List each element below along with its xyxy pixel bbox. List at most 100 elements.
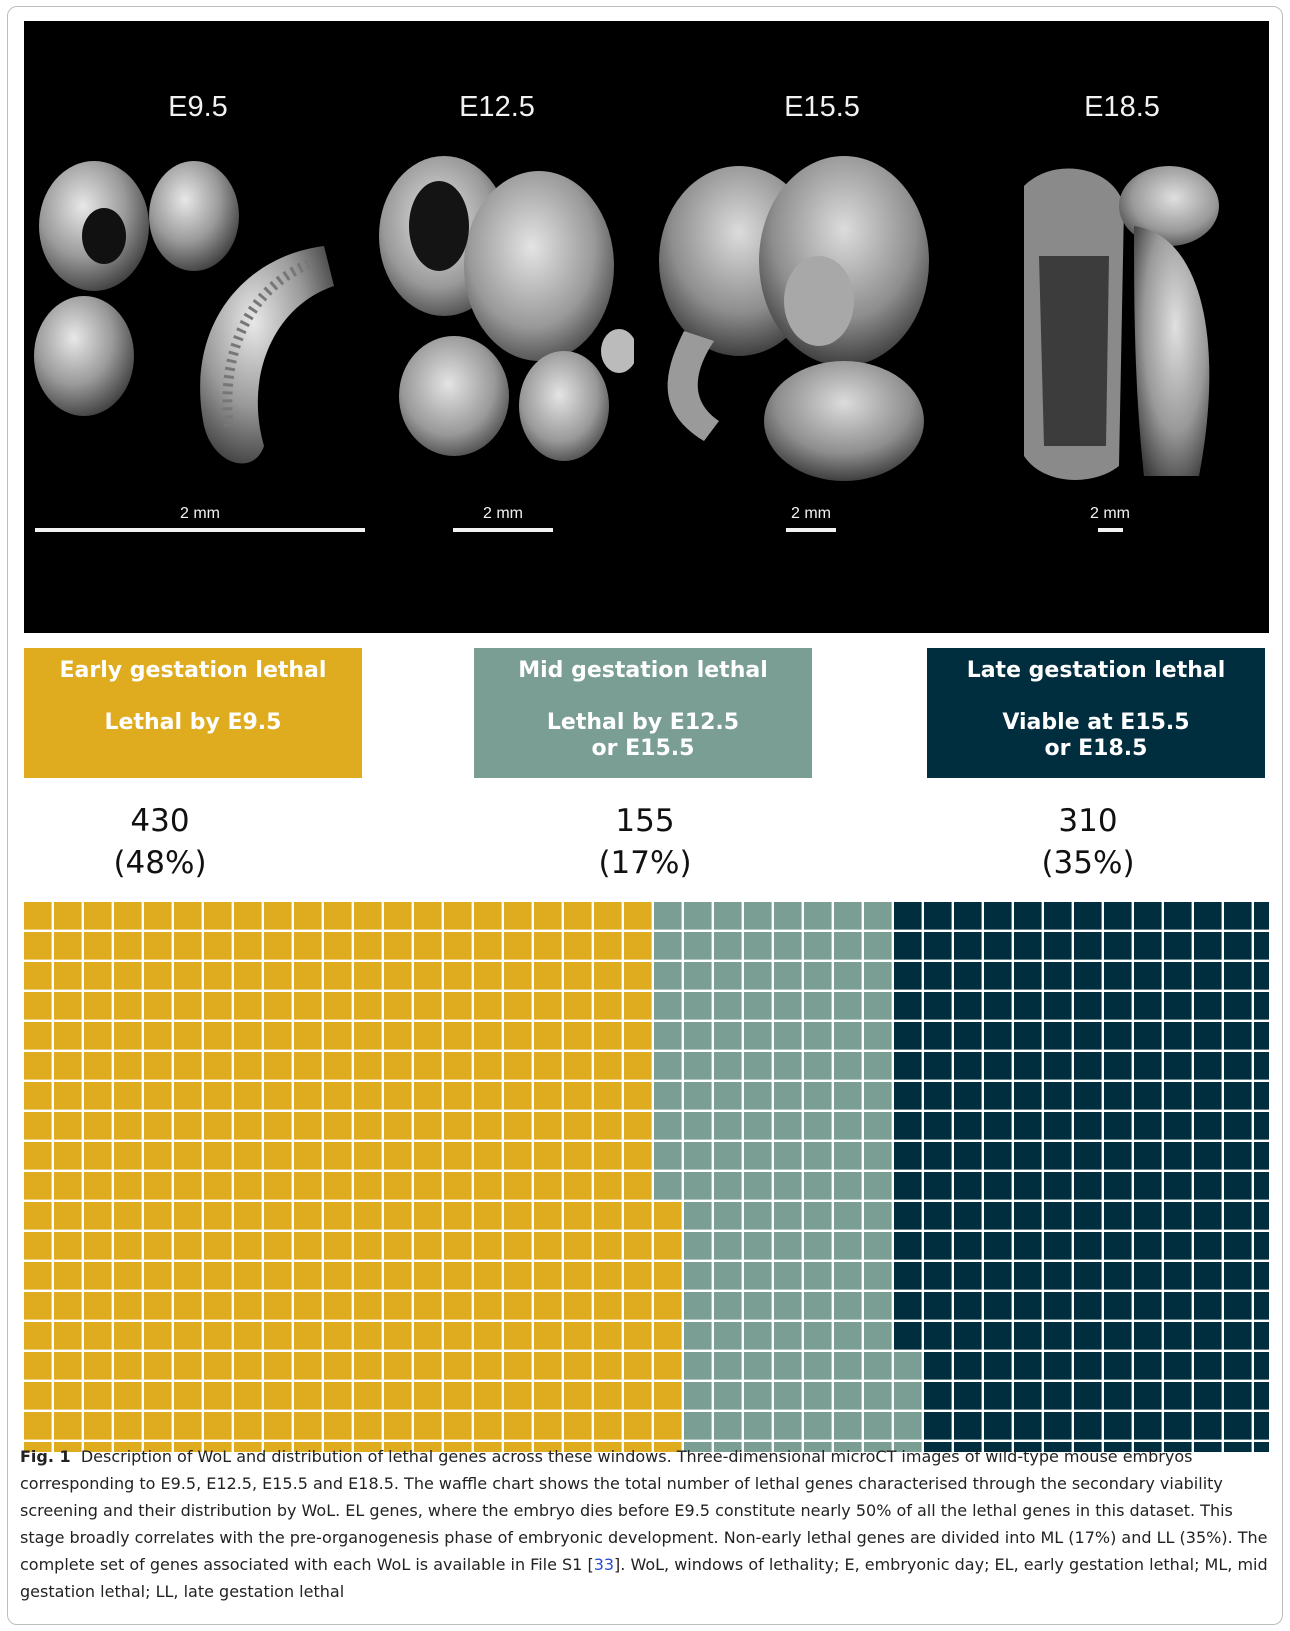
waffle-cell-late: [1044, 932, 1072, 960]
late-gestation-title: Late gestation lethal: [966, 658, 1226, 683]
waffle-cell-early: [204, 1142, 232, 1170]
waffle-cell-early: [114, 1412, 142, 1440]
waffle-cell-late: [1014, 1172, 1042, 1200]
waffle-cell-early: [324, 1232, 352, 1260]
waffle-cell-late: [1074, 1022, 1102, 1050]
waffle-cell-late: [894, 902, 922, 930]
waffle-cell-late: [1074, 902, 1102, 930]
waffle-cell-early: [414, 1172, 442, 1200]
waffle-cell-early: [564, 1082, 592, 1110]
waffle-cell-mid: [834, 1112, 862, 1140]
waffle-cell-late: [924, 1022, 952, 1050]
waffle-cell-mid: [834, 1142, 862, 1170]
waffle-cell-late: [954, 1052, 982, 1080]
waffle-cell-early: [564, 1412, 592, 1440]
waffle-cell-early: [624, 1442, 652, 1452]
waffle-cell-early: [504, 1442, 532, 1452]
waffle-cell-early: [414, 1382, 442, 1410]
waffle-cell-mid: [744, 932, 772, 960]
waffle-cell-early: [534, 1232, 562, 1260]
early-count-label: 430 (48%): [40, 800, 280, 884]
waffle-cell-late: [1194, 1352, 1222, 1380]
waffle-cell-late: [1134, 1412, 1162, 1440]
waffle-cell-early: [24, 902, 52, 930]
waffle-cell-mid: [774, 1232, 802, 1260]
waffle-cell-early: [624, 1172, 652, 1200]
waffle-cell-late: [984, 1112, 1012, 1140]
waffle-cell-early: [54, 1412, 82, 1440]
waffle-cell-mid: [804, 1442, 832, 1452]
waffle-cell-late: [1194, 1202, 1222, 1230]
waffle-cell-late: [894, 962, 922, 990]
waffle-cell-mid: [684, 1172, 712, 1200]
scale-label-e18-5: 2 mm: [1090, 505, 1130, 522]
caption-text-end: ]. WoL, windows of lethality; E, embryon…: [20, 1555, 1268, 1601]
waffle-cell-early: [414, 1322, 442, 1350]
waffle-cell-early: [504, 902, 532, 930]
waffle-cell-late: [1254, 1352, 1269, 1380]
waffle-cell-late: [1164, 1142, 1192, 1170]
waffle-cell-late: [924, 1292, 952, 1320]
waffle-cell-early: [234, 932, 262, 960]
waffle-cell-late: [1014, 1142, 1042, 1170]
waffle-cell-late: [954, 1322, 982, 1350]
waffle-cell-early: [474, 1352, 502, 1380]
waffle-cell-early: [144, 1172, 172, 1200]
waffle-cell-mid: [774, 1022, 802, 1050]
waffle-cell-late: [1254, 1082, 1269, 1110]
waffle-cell-late: [924, 992, 952, 1020]
waffle-cell-mid: [804, 1082, 832, 1110]
waffle-cell-early: [504, 1112, 532, 1140]
waffle-cell-mid: [684, 1112, 712, 1140]
late-gestation-subtitle: Viable at E15.5 or E18.5: [1002, 710, 1190, 761]
waffle-cell-early: [324, 1412, 352, 1440]
waffle-cell-early: [54, 1262, 82, 1290]
waffle-cell-late: [1044, 1022, 1072, 1050]
waffle-cell-late: [1104, 962, 1132, 990]
waffle-cell-early: [534, 902, 562, 930]
waffle-cell-early: [114, 962, 142, 990]
waffle-cell-early: [84, 1172, 112, 1200]
waffle-cell-early: [534, 1352, 562, 1380]
waffle-cell-late: [1164, 1052, 1192, 1080]
waffle-cell-early: [234, 962, 262, 990]
waffle-cell-early: [624, 992, 652, 1020]
scale-bar-e9-5: [35, 528, 365, 532]
waffle-cell-early: [144, 992, 172, 1020]
waffle-cell-early: [234, 1292, 262, 1320]
waffle-cell-early: [54, 1322, 82, 1350]
waffle-cell-late: [1134, 992, 1162, 1020]
scale-bar-e12-5: [453, 528, 553, 532]
waffle-cell-early: [24, 1322, 52, 1350]
mid-count-label: 155 (17%): [525, 800, 765, 884]
waffle-cell-late: [1104, 1412, 1132, 1440]
waffle-cell-late: [1014, 1082, 1042, 1110]
waffle-cell-late: [1014, 1382, 1042, 1410]
waffle-cell-early: [624, 1082, 652, 1110]
waffle-cell-mid: [744, 1322, 772, 1350]
waffle-cell-late: [1254, 962, 1269, 990]
waffle-cell-early: [204, 1382, 232, 1410]
late-gestation-box: Late gestation lethal Viable at E15.5 or…: [927, 648, 1265, 778]
waffle-cell-mid: [804, 1052, 832, 1080]
waffle-cell-late: [924, 1322, 952, 1350]
waffle-cell-early: [114, 1262, 142, 1290]
waffle-cell-early: [564, 1382, 592, 1410]
caption-reference-link[interactable]: 33: [593, 1555, 615, 1574]
waffle-cell-early: [144, 1232, 172, 1260]
waffle-cell-early: [594, 1112, 622, 1140]
waffle-cell-early: [84, 1202, 112, 1230]
waffle-cell-late: [894, 1112, 922, 1140]
waffle-cell-early: [504, 1262, 532, 1290]
caption-text: Description of WoL and distribution of l…: [20, 1447, 1268, 1574]
waffle-cell-late: [1044, 1232, 1072, 1260]
waffle-cell-late: [1224, 1202, 1252, 1230]
waffle-cell-mid: [744, 992, 772, 1020]
waffle-cell-mid: [774, 962, 802, 990]
waffle-cell-early: [234, 992, 262, 1020]
waffle-cell-early: [324, 1442, 352, 1452]
embryo-e15-5-image: [659, 156, 929, 481]
waffle-cell-early: [174, 1232, 202, 1260]
waffle-cell-late: [984, 1172, 1012, 1200]
waffle-cell-mid: [804, 1112, 832, 1140]
